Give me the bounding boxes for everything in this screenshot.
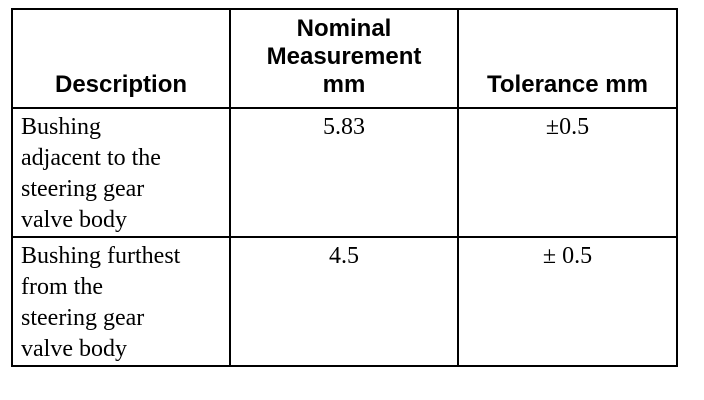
table-row: Bushing adjacent to the steering gear va…	[11, 107, 678, 238]
row-1-nominal: 5.83	[229, 107, 459, 238]
row-2-description: Bushing furthest from the steering gear …	[11, 236, 231, 367]
header-description: Description	[11, 8, 231, 109]
table-header-row: Description Nominal Measurement mm Toler…	[11, 8, 678, 109]
row-1-description: Bushing adjacent to the steering gear va…	[11, 107, 231, 238]
row-2-description-line-2: from the	[21, 274, 103, 300]
row-1-tolerance: ±0.5	[457, 107, 678, 238]
header-nominal-measurement: Nominal Measurement mm	[229, 8, 459, 109]
row-1-description-line-1: Bushing	[21, 114, 102, 140]
row-2-description-line-3: steering gear	[21, 305, 145, 331]
header-description-label: Description	[54, 71, 188, 98]
row-2-tolerance: ± 0.5	[457, 236, 678, 367]
specification-table: Description Nominal Measurement mm Toler…	[11, 8, 678, 367]
table-row: Bushing furthest from the steering gear …	[11, 236, 678, 367]
row-2-description-line-1: Bushing furthest	[21, 243, 181, 269]
row-1-description-line-4: valve body	[21, 207, 127, 233]
row-2-nominal: 4.5	[229, 236, 459, 367]
row-2-description-line-4: valve body	[21, 336, 127, 362]
header-tolerance-label: Tolerance mm	[487, 71, 648, 98]
row-1-description-line-2: adjacent to the	[21, 145, 161, 171]
header-nominal-line-3: mm	[322, 71, 366, 98]
header-tolerance: Tolerance mm	[457, 8, 678, 109]
header-nominal-line-1: Nominal	[296, 15, 392, 42]
header-nominal-line-2: Measurement	[266, 43, 422, 70]
row-1-description-line-3: steering gear	[21, 176, 145, 202]
